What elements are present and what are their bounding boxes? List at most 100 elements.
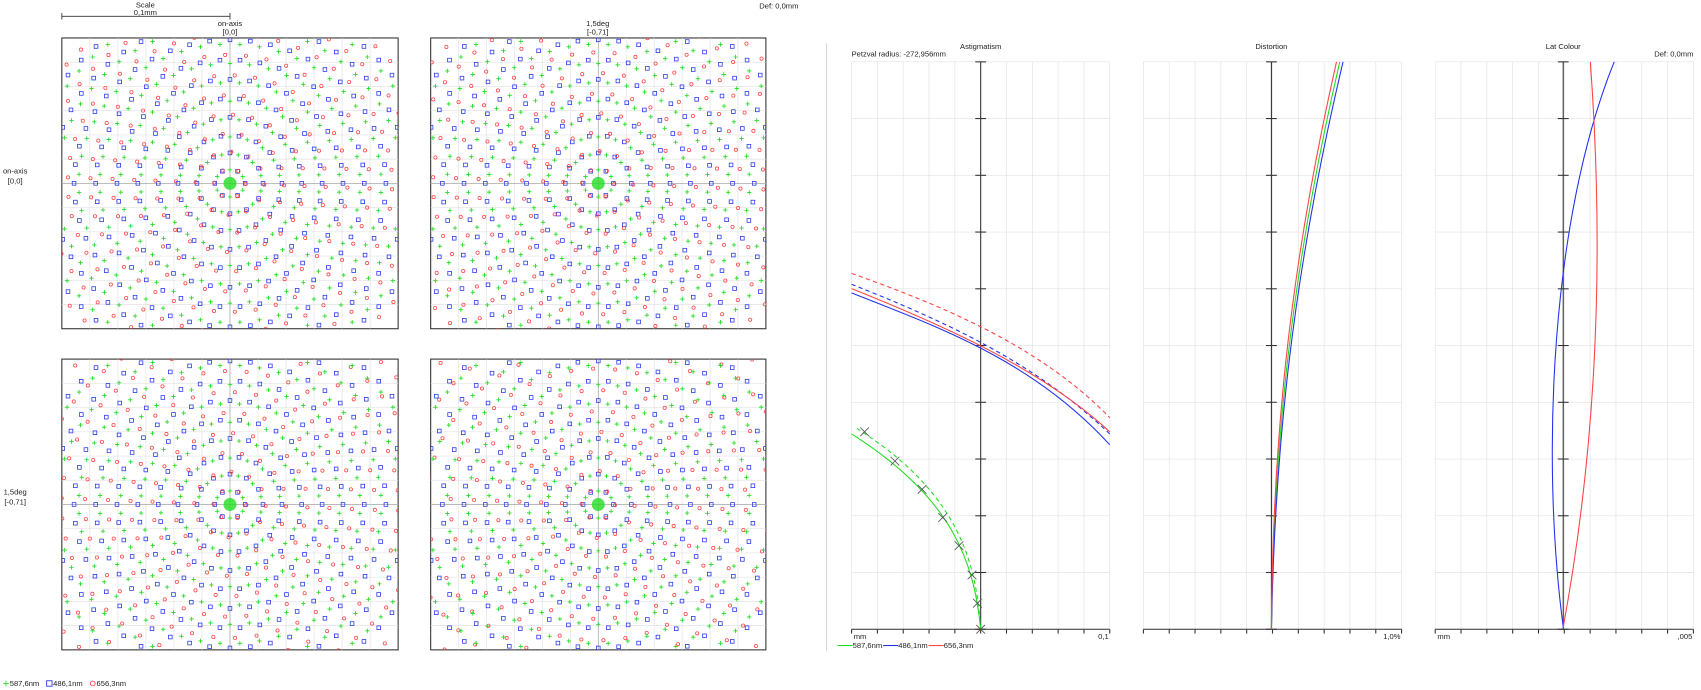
spot-point (563, 466, 569, 472)
spot-point (330, 597, 335, 602)
spot-point (710, 17, 713, 20)
spot-point (178, 485, 184, 491)
spot-point (181, 254, 187, 259)
spot-point (747, 190, 752, 195)
spot-point (474, 224, 480, 230)
spot-point (708, 121, 714, 126)
spot-point (69, 118, 74, 123)
spot-point (717, 224, 722, 230)
spot-point (652, 73, 657, 78)
spot-point (213, 349, 216, 352)
spot-point (249, 686, 253, 690)
spot-point (744, 529, 749, 534)
spot-point (569, 614, 574, 619)
spot-point (164, 98, 170, 103)
spot-point (533, 148, 539, 153)
spot-point (770, 465, 774, 469)
spot-point (199, 421, 204, 427)
spot-point (237, 265, 242, 270)
spot-point (560, 123, 565, 129)
spot-point (297, 436, 302, 441)
spot-point (423, 583, 427, 587)
spot-point (83, 517, 88, 522)
spot-point (645, 617, 650, 622)
spot-point (693, 184, 698, 189)
spot-point (462, 318, 467, 323)
spot-point (675, 560, 680, 565)
spot-point (647, 232, 652, 237)
spot-point (750, 199, 756, 205)
spot-point (615, 283, 621, 288)
spot-point (794, 593, 797, 596)
spot-point (56, 493, 60, 497)
spot-point (247, 399, 252, 405)
spot-point (217, 320, 223, 325)
spot-point (553, 130, 559, 135)
spot-point (744, 271, 750, 276)
spot-point (90, 101, 95, 106)
spot-point (292, 477, 297, 483)
spot-point (344, 166, 349, 171)
spot-point (512, 296, 517, 302)
distortion-curve (1270, 61, 1344, 630)
spot-point (34, 172, 38, 176)
spot-point (377, 315, 382, 320)
spot-point (430, 547, 436, 553)
spot-point (84, 250, 89, 255)
spot-point (744, 592, 750, 597)
spot-point (108, 478, 113, 483)
spot-point (409, 245, 413, 249)
spot-point (47, 438, 51, 442)
spot-point (663, 74, 668, 79)
spot-point (316, 662, 320, 666)
spot-point (399, 413, 402, 416)
spot-point (529, 305, 534, 311)
spot-point (256, 261, 261, 267)
spot-point (253, 543, 259, 549)
spot-point (419, 503, 423, 507)
spot-point (746, 143, 752, 149)
spot-point (208, 62, 213, 68)
spot-point (483, 181, 488, 186)
spot-point (459, 286, 465, 291)
spot-point (784, 456, 788, 460)
spot-point (63, 593, 68, 598)
spot-point (605, 281, 611, 286)
spot-point (761, 187, 766, 192)
spot-point (401, 144, 405, 148)
spot-point (405, 537, 408, 540)
spot-point (431, 175, 436, 180)
spot-point (422, 116, 425, 119)
spot-point (328, 22, 332, 26)
spot-point (211, 501, 216, 506)
spot-point (365, 307, 370, 312)
spot-point (65, 393, 71, 399)
spot-point (557, 278, 562, 284)
spot-point (208, 78, 213, 84)
spot-point (678, 13, 682, 17)
spot-point (237, 625, 243, 630)
spot-point (90, 54, 95, 60)
spot-point (625, 60, 631, 66)
spot-point (38, 446, 42, 450)
spot-point (55, 583, 59, 587)
spot-point (447, 57, 452, 63)
spot-point (570, 136, 575, 141)
spot-point (273, 428, 279, 434)
spot-point (537, 652, 541, 656)
spot-point (672, 70, 677, 75)
spot-point (553, 231, 559, 237)
spot-point (339, 484, 344, 489)
spot-point (748, 429, 753, 434)
spot-point (604, 152, 609, 158)
spot-point (47, 117, 51, 121)
spot-point (712, 618, 717, 623)
spot-point (22, 154, 25, 157)
spot-point (187, 42, 192, 47)
spot-point (171, 610, 176, 615)
spot-point (505, 214, 510, 219)
spot-point (177, 227, 182, 233)
spot-point (380, 567, 385, 572)
spot-point (486, 172, 492, 177)
spot-point (34, 512, 38, 516)
